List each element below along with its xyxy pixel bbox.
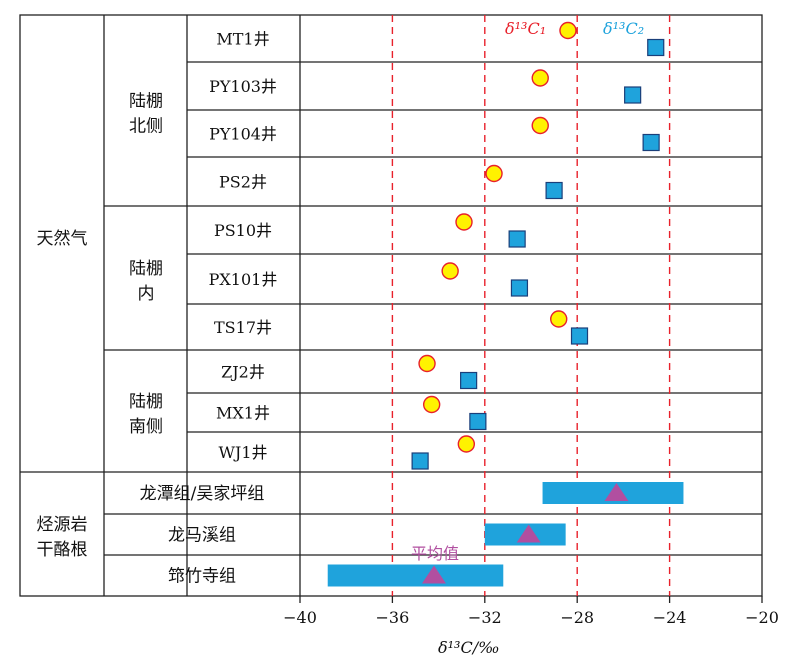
c1-point	[457, 435, 476, 453]
well-label: WJ1井	[218, 443, 267, 462]
x-tick-label: −36	[376, 608, 410, 627]
mean-marker	[421, 565, 446, 584]
c1-point	[418, 354, 436, 373]
well-label: MX1井	[216, 404, 270, 423]
x-tick-label: −28	[560, 608, 594, 627]
well-label: PY104井	[209, 125, 277, 144]
well-label: PX101井	[209, 270, 278, 289]
group-label-source-rock: 烃源岩	[37, 515, 88, 535]
formation-label: 龙潭组/吴家坪组	[140, 484, 265, 504]
c1-point	[531, 69, 549, 87]
c1-point	[441, 262, 459, 280]
formation-label: 筇竹寺组	[168, 567, 236, 587]
c1-point	[531, 116, 549, 135]
x-tick-label: −24	[653, 608, 687, 627]
subgroup-label: 陆棚	[129, 392, 163, 412]
subgroup-label: 南侧	[129, 417, 163, 437]
c2-point	[545, 181, 563, 200]
plot-frame	[19, 14, 763, 603]
plot-border	[19, 14, 763, 597]
well-label: PY103井	[209, 77, 277, 96]
c2-point	[460, 371, 478, 390]
c1-point	[455, 213, 473, 231]
legend-mean-label: 平均值	[411, 544, 459, 563]
group-label-source-rock: 干酪根	[37, 540, 88, 560]
kerogen-range-bar	[327, 564, 504, 587]
well-label: PS2井	[219, 173, 267, 192]
x-tick-label: −20	[745, 608, 779, 627]
c1-point	[550, 310, 568, 328]
mean-marker	[516, 524, 541, 543]
formation-label: 龙马溪组	[168, 526, 236, 546]
subgroup-label: 陆棚	[129, 259, 163, 279]
data-points	[411, 21, 665, 470]
c2-point	[570, 327, 589, 345]
c2-point	[510, 279, 529, 297]
c2-point	[647, 38, 665, 57]
c2-point	[469, 412, 487, 431]
c2-point	[642, 133, 660, 152]
mean-marker	[604, 483, 629, 501]
x-axis-title: δ¹³C/‰	[438, 638, 500, 657]
c1-point	[559, 21, 577, 40]
c2-point	[411, 452, 429, 470]
subgroup-label: 北侧	[129, 117, 163, 137]
c2-point	[624, 86, 642, 104]
well-label: ZJ2井	[221, 363, 265, 382]
legend-c2-label: δ¹³C₂	[603, 19, 644, 38]
subgroup-label: 内	[138, 284, 155, 304]
x-tick-label: −40	[283, 608, 317, 627]
group-label-gas: 天然气	[37, 229, 88, 249]
well-label: MT1井	[216, 30, 269, 49]
c1-point	[422, 395, 441, 414]
x-tick-label: −32	[468, 608, 502, 627]
well-label: PS10井	[214, 221, 272, 240]
c1-point	[485, 164, 503, 183]
c2-point	[508, 230, 526, 248]
kerogen-ranges	[327, 482, 684, 587]
legend-c1-label: δ¹³C₁	[505, 19, 546, 38]
labels: −40 −36 −32 −28 −24 −20天然气烃源岩干酪根陆棚北侧MT1井PY103…	[37, 30, 779, 628]
subgroup-label: 陆棚	[129, 92, 163, 112]
well-label: TS17井	[214, 318, 272, 337]
